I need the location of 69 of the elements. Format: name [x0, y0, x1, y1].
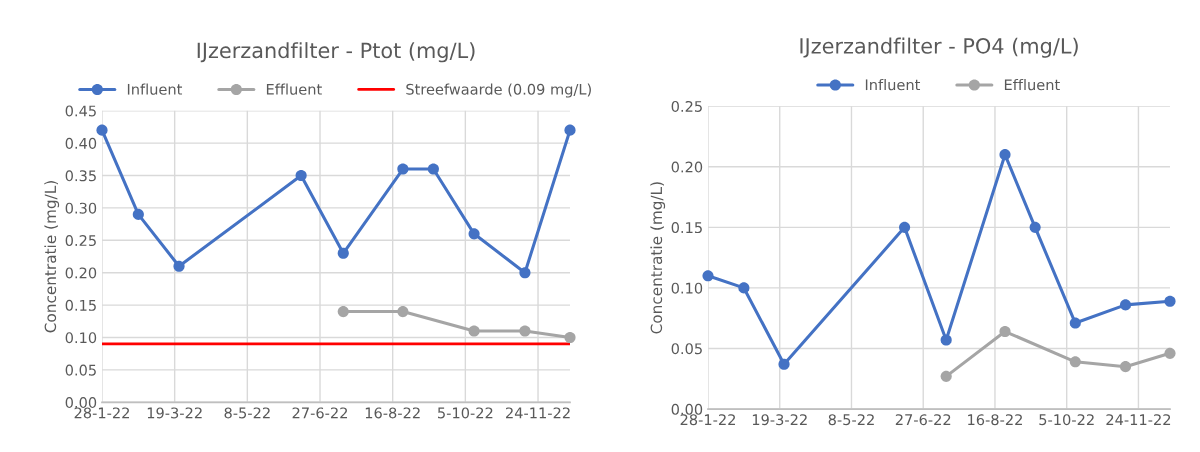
y-tick-label: 0.20 — [671, 161, 703, 173]
x-tick-label: 19-3-22 — [147, 407, 202, 419]
legend-label: Influent — [127, 83, 183, 95]
x-tick-label: 28-1-22 — [74, 407, 129, 419]
y-tick-label: 0.05 — [671, 343, 702, 355]
y-tick-label: 0.25 — [65, 235, 96, 247]
y-tick-label: 0.15 — [65, 299, 96, 311]
y-tick-label: 0.05 — [65, 364, 96, 376]
x-tick-label: 27-6-22 — [292, 407, 348, 419]
point — [1119, 299, 1132, 311]
point — [337, 247, 349, 259]
legend-label: Influent — [865, 78, 921, 91]
point — [1164, 347, 1176, 359]
point — [519, 325, 531, 337]
point — [738, 282, 750, 294]
point — [519, 267, 531, 279]
y-tick-label: 0.15 — [671, 222, 702, 234]
y-tick-label: 0.10 — [65, 332, 97, 344]
x-tick-label: 5-10-22 — [438, 407, 493, 419]
point — [1069, 317, 1081, 329]
x-tick-label: 16-8-22 — [968, 414, 1022, 426]
x-tick-label: 19-3-22 — [752, 414, 807, 426]
y-axis-title: Concentratie (mg/L) — [650, 182, 666, 334]
point — [1069, 356, 1081, 368]
x-tick-label: 24-11-22 — [1106, 414, 1171, 425]
legend-label: Streefwaarde (0.09 mg/L) — [406, 83, 591, 98]
point — [1029, 221, 1041, 233]
point — [702, 270, 714, 282]
point — [295, 169, 307, 182]
x-tick-label: 28-1-22 — [680, 414, 735, 426]
x-tick-label: 16-8-22 — [365, 407, 420, 419]
x-tick-label: 24-11-22 — [506, 407, 570, 419]
point — [899, 221, 911, 233]
y-axis-title: Concentratie (mg/L) — [44, 181, 60, 333]
point — [1164, 295, 1176, 307]
point — [397, 163, 409, 175]
y-tick-label: 0.40 — [65, 137, 97, 149]
y-tick-label: 0.00 — [65, 397, 97, 409]
x-tick-label: 27-6-22 — [895, 414, 951, 426]
point — [999, 149, 1011, 161]
point — [397, 306, 409, 318]
point — [468, 325, 480, 337]
point — [337, 306, 349, 318]
legend-label: Effluent — [1004, 78, 1060, 91]
x-tick-label: 5-10-22 — [1039, 414, 1094, 426]
point — [427, 163, 439, 175]
y-tick-label: 0.30 — [65, 202, 97, 214]
point — [132, 208, 144, 220]
legend-label: Effluent — [266, 83, 322, 95]
point — [1119, 361, 1132, 373]
point — [96, 124, 108, 136]
point — [173, 260, 185, 272]
y-tick-label: 0.00 — [671, 403, 703, 415]
point — [564, 331, 576, 344]
chart-title: IJzerzandfilter - PO4 (mg/L) — [800, 37, 1078, 58]
x-tick-label: 8-5-22 — [224, 407, 270, 419]
point — [468, 228, 480, 240]
y-tick-label: 0.20 — [65, 267, 97, 279]
y-tick-label: 0.35 — [65, 170, 96, 182]
point — [940, 334, 952, 346]
x-tick-label: 8-5-22 — [828, 414, 874, 426]
point — [778, 358, 790, 370]
point — [940, 370, 952, 382]
point — [564, 124, 576, 136]
point — [999, 325, 1011, 338]
y-tick-label: 0.45 — [65, 105, 96, 117]
chart-title: IJzerzandfilter - Ptot (mg/L) — [197, 42, 475, 63]
y-tick-label: 0.25 — [671, 100, 702, 112]
y-tick-label: 0.10 — [671, 282, 703, 294]
